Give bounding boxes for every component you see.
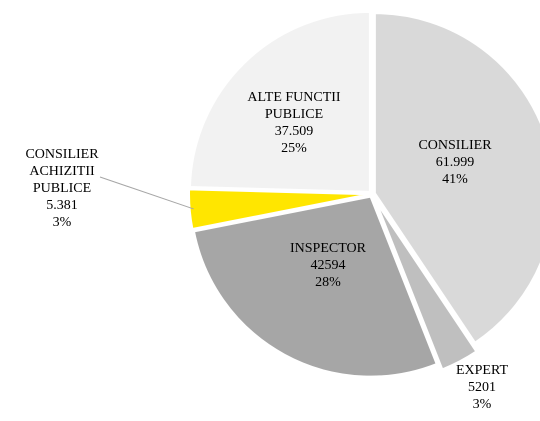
- pie-slice: [192, 195, 438, 378]
- category-label: CONSILIER: [418, 138, 492, 153]
- percent-label: 41%: [442, 172, 468, 187]
- pie-slice: [188, 10, 371, 193]
- percent-label: 28%: [315, 275, 341, 290]
- slice-label: ALTE FUNCTII PUBLICE 37.509 25%: [239, 89, 349, 157]
- percent-label: 25%: [281, 141, 307, 156]
- percent-label: 3%: [472, 397, 492, 412]
- category-label: INSPECTOR: [290, 241, 366, 256]
- pie-slice: [375, 201, 478, 371]
- value-label: 5.381: [46, 198, 78, 213]
- category-label: EXPERT: [455, 363, 509, 378]
- value-label: 5201: [468, 380, 496, 395]
- category-label: ALTE FUNCTII PUBLICE: [247, 90, 341, 122]
- pie-slice: [373, 12, 540, 345]
- value-label: 61.999: [435, 155, 475, 170]
- percent-label: 3%: [52, 215, 72, 230]
- value-label: 42594: [310, 258, 346, 273]
- slice-label: EXPERT 5201 3%: [437, 362, 527, 413]
- slice-label: INSPECTOR 42594 28%: [268, 240, 388, 291]
- value-label: 37.509: [274, 124, 314, 139]
- leader-line: [99, 176, 194, 210]
- category-label: CONSILIER ACHIZITII PUBLICE: [25, 147, 99, 196]
- slice-label: CONSILIER 61.999 41%: [400, 137, 510, 188]
- slice-label: CONSILIER ACHIZITII PUBLICE 5.381 3%: [2, 146, 122, 231]
- pie-slice: [188, 188, 370, 231]
